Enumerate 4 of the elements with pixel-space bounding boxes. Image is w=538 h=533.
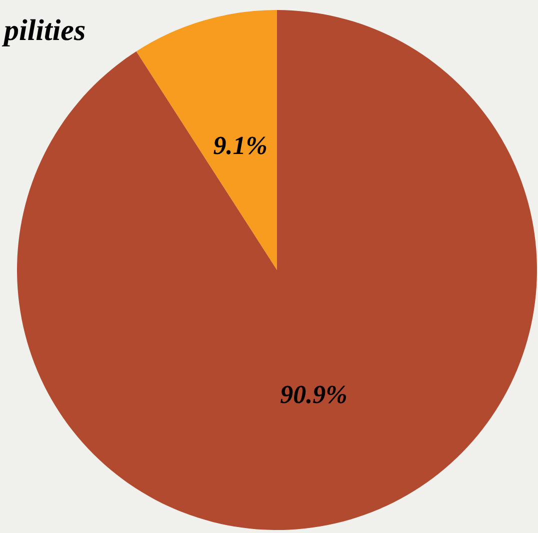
- data-label: 90.9%: [280, 380, 348, 410]
- pie-slice: [136, 10, 277, 270]
- data-label: 9.1%: [213, 130, 268, 160]
- text: pilities: [4, 14, 86, 48]
